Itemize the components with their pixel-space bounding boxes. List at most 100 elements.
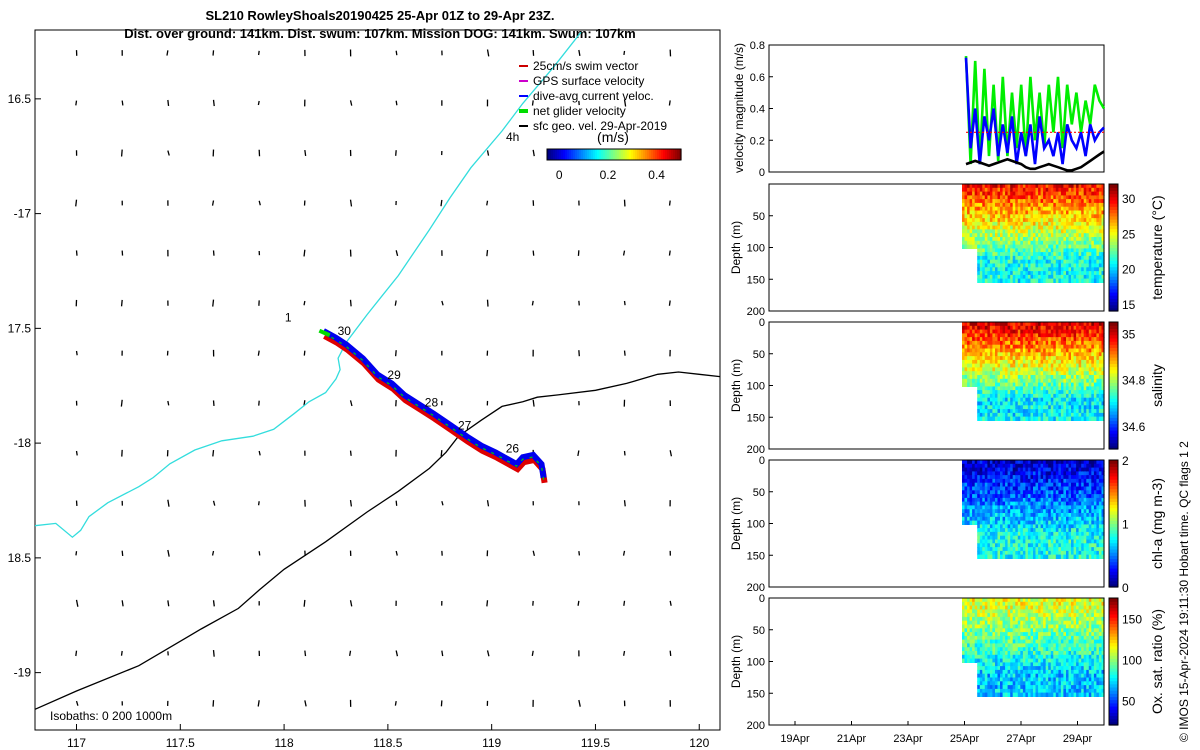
heatmap-cell bbox=[1025, 547, 1029, 552]
heatmap-cell bbox=[1073, 367, 1077, 372]
heatmap-cell bbox=[1076, 274, 1080, 280]
heatmap-cell bbox=[997, 206, 1001, 212]
panel-colorbar-cell bbox=[1109, 417, 1118, 422]
heatmap-cell bbox=[1050, 252, 1054, 257]
heatmap-cell bbox=[967, 206, 971, 212]
heatmap-cell bbox=[1071, 225, 1075, 230]
heatmap-cell bbox=[1002, 344, 1006, 350]
heatmap-cell bbox=[1053, 348, 1057, 353]
heatmap-cell bbox=[962, 244, 966, 249]
quiver-arrow bbox=[668, 300, 671, 306]
heatmap-cell bbox=[992, 337, 996, 342]
heatmap-cell bbox=[1050, 535, 1054, 541]
heatmap-cell bbox=[1055, 463, 1059, 469]
heatmap-cell bbox=[1086, 252, 1090, 257]
heatmap-cell bbox=[1093, 547, 1097, 552]
heatmap-cell bbox=[1030, 378, 1034, 384]
heatmap-cell bbox=[1071, 471, 1075, 476]
heatmap-cell bbox=[977, 412, 981, 418]
heatmap-cell bbox=[1078, 322, 1082, 327]
heatmap-cell bbox=[1010, 539, 1014, 544]
heatmap-cell bbox=[972, 233, 976, 238]
heatmap-cell bbox=[989, 210, 993, 215]
heatmap-cell bbox=[1012, 509, 1016, 514]
heatmap-cell bbox=[1078, 535, 1082, 541]
heatmap-cell bbox=[1055, 382, 1059, 387]
heatmap-cell bbox=[1038, 206, 1042, 212]
heatmap-cell bbox=[1000, 206, 1004, 212]
heatmap-cell bbox=[989, 666, 993, 671]
heatmap-cell bbox=[1053, 195, 1057, 200]
heatmap-cell bbox=[1081, 401, 1085, 406]
heatmap-cell bbox=[1035, 259, 1039, 265]
colorbar-cell bbox=[633, 149, 636, 160]
heatmap-cell bbox=[1007, 191, 1011, 196]
heatmap-cell bbox=[987, 325, 991, 331]
heatmap-cell bbox=[992, 524, 996, 529]
heatmap-cell bbox=[1012, 467, 1016, 472]
heatmap-cell bbox=[1053, 550, 1057, 556]
heatmap-cell bbox=[1035, 478, 1039, 484]
heatmap-cell bbox=[995, 478, 999, 484]
heatmap-cell bbox=[1033, 401, 1037, 406]
heatmap-cell bbox=[1012, 482, 1016, 488]
heatmap-cell bbox=[1007, 390, 1011, 395]
heatmap-cell bbox=[1007, 184, 1011, 189]
heatmap-cell bbox=[977, 206, 981, 212]
heatmap-cell bbox=[972, 513, 976, 518]
heatmap-cell bbox=[1038, 463, 1042, 469]
heatmap-cell bbox=[969, 467, 973, 472]
heatmap-cell bbox=[1060, 367, 1064, 372]
heatmap-cell bbox=[1020, 229, 1024, 234]
heatmap-cell bbox=[1025, 378, 1029, 384]
heatmap-cell bbox=[1027, 490, 1031, 495]
heatmap-cell bbox=[1073, 409, 1077, 414]
heatmap-cell bbox=[982, 601, 986, 607]
heatmap-cell bbox=[987, 624, 991, 629]
heatmap-cell bbox=[1098, 202, 1102, 208]
heatmap-cell bbox=[1043, 329, 1047, 334]
heatmap-cell bbox=[1030, 214, 1034, 219]
heatmap-cell bbox=[977, 658, 981, 663]
heatmap-cell bbox=[1071, 393, 1075, 399]
panel-colorbar-cell bbox=[1109, 439, 1118, 444]
heatmap-cell bbox=[1083, 550, 1087, 556]
heatmap-cell bbox=[979, 344, 983, 350]
heatmap-cell bbox=[1002, 524, 1006, 529]
heatmap-cell bbox=[1005, 202, 1009, 208]
heatmap-cell bbox=[1050, 267, 1054, 272]
heatmap-cell bbox=[1025, 494, 1029, 499]
heatmap-cell bbox=[1038, 267, 1042, 272]
heatmap-cell bbox=[967, 490, 971, 495]
heatmap-cell bbox=[1060, 382, 1064, 387]
heatmap-cell bbox=[992, 501, 996, 506]
heatmap-cell bbox=[1068, 263, 1072, 268]
heatmap-cell bbox=[1048, 359, 1052, 365]
heatmap-cell bbox=[995, 221, 999, 227]
heatmap-cell bbox=[964, 516, 968, 522]
heatmap-cell bbox=[1048, 382, 1052, 387]
heatmap-cell bbox=[1093, 375, 1097, 380]
heatmap-cell bbox=[1000, 184, 1004, 189]
quiver-arrow bbox=[669, 600, 672, 606]
heatmap-cell bbox=[962, 218, 966, 223]
colorbar-cell bbox=[671, 149, 674, 160]
heatmap-cell bbox=[1093, 460, 1097, 465]
hours-label: 4h bbox=[506, 130, 519, 144]
heatmap-cell bbox=[982, 333, 986, 338]
heatmap-cell bbox=[989, 673, 993, 679]
quiver-arrow bbox=[395, 50, 398, 56]
heatmap-cell bbox=[987, 685, 991, 690]
heatmap-cell bbox=[984, 267, 988, 272]
colorbar-unit-label: (m/s) bbox=[597, 129, 629, 145]
quiver-arrow bbox=[441, 650, 444, 657]
heatmap-cell bbox=[989, 520, 993, 525]
heatmap-cell bbox=[969, 367, 973, 372]
heatmap-cell bbox=[1017, 471, 1021, 476]
heatmap-cell bbox=[967, 237, 971, 242]
heatmap-cell bbox=[1081, 494, 1085, 499]
heatmap-cell bbox=[1038, 240, 1042, 246]
heatmap-cell bbox=[1017, 405, 1021, 410]
depth-tick-label: 150 bbox=[747, 550, 765, 562]
